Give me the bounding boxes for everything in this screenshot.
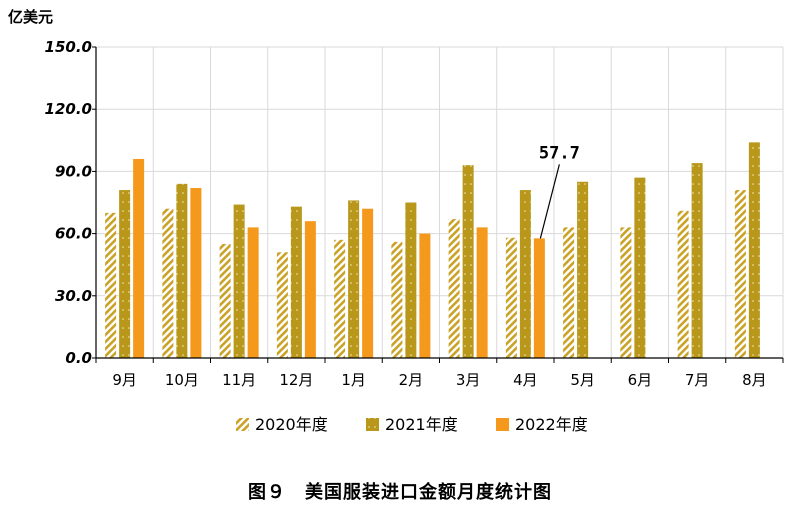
x-tick-label: 4月 xyxy=(513,371,538,389)
x-tick-label: 10月 xyxy=(165,371,199,389)
figure-caption: 图９ 美国服装进口金额月度统计图 xyxy=(248,482,552,503)
x-tick-label: 2月 xyxy=(399,371,424,389)
bar-2020年度-8月 xyxy=(734,190,746,358)
bar-2022年度-11月 xyxy=(247,227,259,358)
bar-2022年度-9月 xyxy=(133,158,145,358)
x-tick-label: 8月 xyxy=(742,371,767,389)
bar-2020年度-5月 xyxy=(563,227,575,358)
legend-label: 2021年度 xyxy=(385,415,458,434)
y-unit-label: 亿美元 xyxy=(8,8,54,26)
x-tick-label: 7月 xyxy=(685,371,710,389)
bar-2021年度-6月 xyxy=(634,177,646,358)
x-tick-label: 1月 xyxy=(341,371,366,389)
bar-2021年度-8月 xyxy=(748,142,760,358)
bar-2021年度-5月 xyxy=(577,181,589,358)
legend-label: 2020年度 xyxy=(255,415,328,434)
y-tick-label: 30.0 xyxy=(55,287,92,305)
bar-2021年度-2月 xyxy=(405,202,417,358)
bar-2020年度-12月 xyxy=(276,252,288,358)
legend-label: 2022年度 xyxy=(515,415,588,434)
legend-swatch-2022年度 xyxy=(496,418,509,431)
bar-2020年度-1月 xyxy=(334,239,346,358)
bar-2022年度-1月 xyxy=(362,208,374,358)
bar-2022年度-3月 xyxy=(476,227,488,358)
bar-2020年度-10月 xyxy=(162,208,174,358)
bar-2021年度-12月 xyxy=(290,206,302,358)
annotation-leader-line xyxy=(539,164,560,239)
bar-chart: 0.0 30.0 60.0 90.0 120.0 150.0 9月 10月 11月 12月 1月 2月… xyxy=(45,38,784,434)
bar-2021年度-1月 xyxy=(348,200,360,358)
bar-2021年度-11月 xyxy=(233,204,245,358)
x-tick-label: 11月 xyxy=(222,371,256,389)
y-tick-label: 150.0 xyxy=(45,38,92,56)
y-tick-label: 120.0 xyxy=(45,100,92,118)
bar-2022年度-2月 xyxy=(419,233,431,358)
bar-2022年度-10月 xyxy=(190,187,202,358)
x-tick-label: 12月 xyxy=(279,371,313,389)
bar-2022年度-4月 xyxy=(533,238,545,358)
bar-2020年度-7月 xyxy=(677,210,689,358)
x-tick-label: 5月 xyxy=(570,371,595,389)
bar-2020年度-2月 xyxy=(391,241,403,358)
y-tick-label: 90.0 xyxy=(55,162,92,180)
y-tick-label: 60.0 xyxy=(55,225,92,243)
annotation-label: 57.7 xyxy=(539,143,580,163)
bar-2020年度-6月 xyxy=(620,227,632,358)
x-tick-label: 6月 xyxy=(628,371,653,389)
x-tick-label: 9月 xyxy=(112,371,137,389)
legend-swatch-2020年度 xyxy=(236,418,249,431)
bar-2021年度-7月 xyxy=(691,163,703,358)
bar-2021年度-3月 xyxy=(462,165,474,358)
bar-2020年度-11月 xyxy=(219,243,231,358)
bar-2020年度-9月 xyxy=(105,212,117,358)
bar-2021年度-9月 xyxy=(119,190,131,358)
legend-swatch-2021年度 xyxy=(366,418,379,431)
y-tick-label: 0.0 xyxy=(65,349,92,367)
x-tick-label: 3月 xyxy=(456,371,481,389)
bar-2022年度-12月 xyxy=(304,221,316,358)
bar-2020年度-4月 xyxy=(505,237,517,358)
bar-2020年度-3月 xyxy=(448,219,460,358)
bar-2021年度-10月 xyxy=(176,183,188,358)
bar-2021年度-4月 xyxy=(519,190,531,358)
